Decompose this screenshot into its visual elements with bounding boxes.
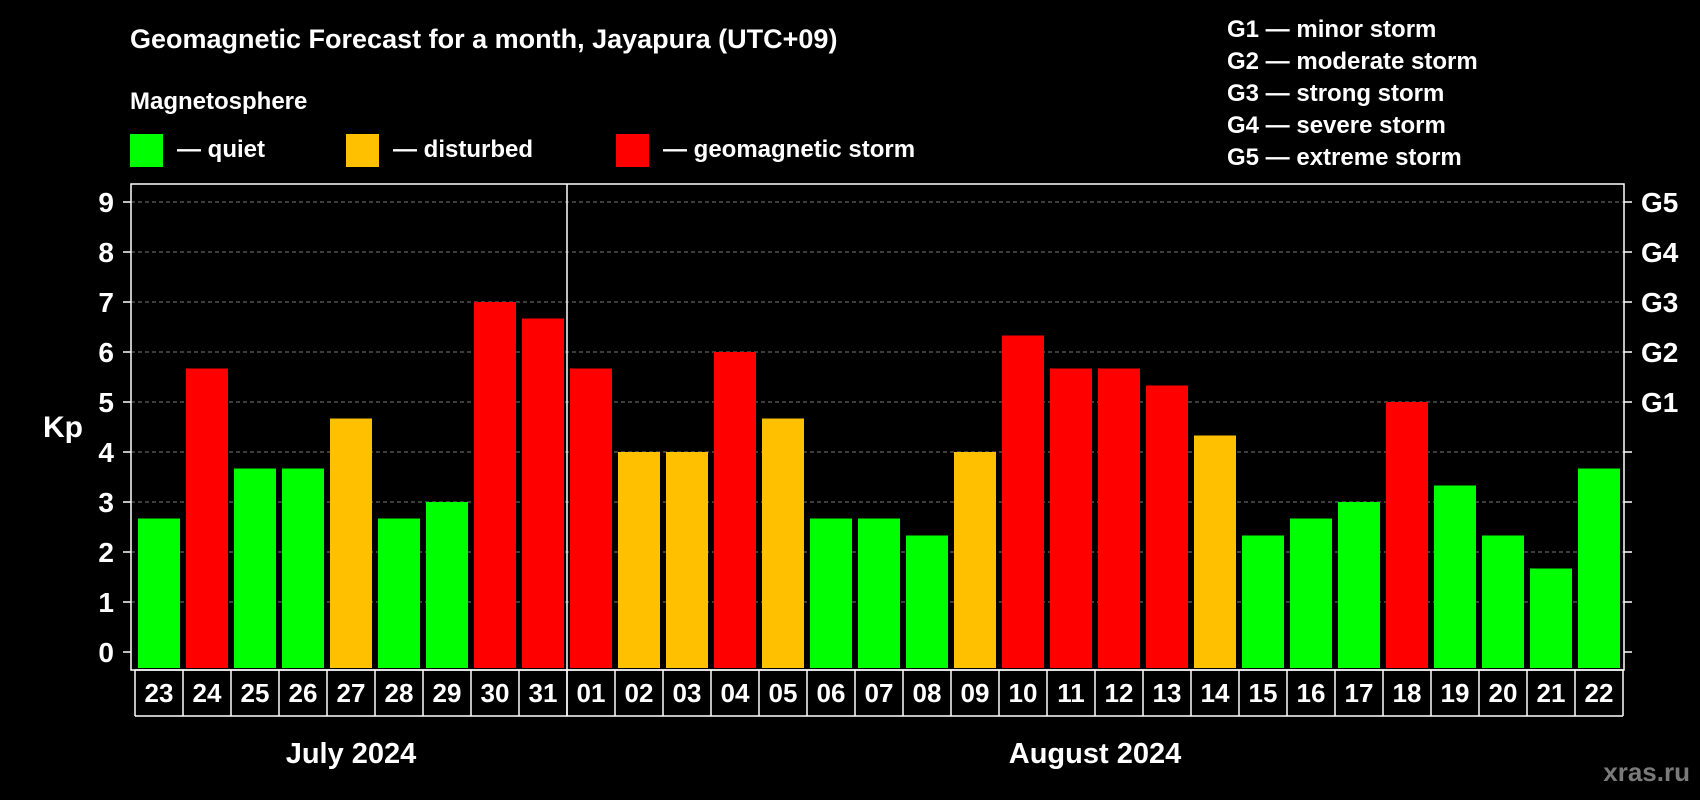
bar-06 xyxy=(810,518,852,668)
x-tick-label: 15 xyxy=(1249,678,1278,708)
x-tick-label: 20 xyxy=(1489,678,1518,708)
legend-swatch-disturbed xyxy=(346,134,379,167)
legend-label-storm: — geomagnetic storm xyxy=(663,136,915,163)
bar-27 xyxy=(330,418,372,668)
x-tick-label: 30 xyxy=(481,678,510,708)
bar-09 xyxy=(954,452,996,668)
x-tick-label: 01 xyxy=(577,678,606,708)
bar-28 xyxy=(378,518,420,668)
bar-19 xyxy=(1434,485,1476,668)
x-tick-label: 26 xyxy=(289,678,318,708)
x-tick-label: 19 xyxy=(1441,678,1470,708)
legend-label-disturbed: — disturbed xyxy=(393,136,533,163)
legend-label-quiet: — quiet xyxy=(177,136,265,163)
bar-08 xyxy=(906,535,948,668)
x-tick-label: 09 xyxy=(961,678,990,708)
bar-15 xyxy=(1242,535,1284,668)
x-tick-label: 31 xyxy=(529,678,558,708)
bar-29 xyxy=(426,502,468,668)
bar-20 xyxy=(1482,535,1524,668)
g-scale-label-G4: G4 xyxy=(1641,237,1679,268)
y-tick-label: 2 xyxy=(98,537,114,568)
y-tick-label: 5 xyxy=(98,387,114,418)
bar-17 xyxy=(1338,502,1380,668)
bar-30 xyxy=(474,302,516,668)
bar-13 xyxy=(1146,385,1188,668)
bar-12 xyxy=(1098,368,1140,668)
x-tick-label: 24 xyxy=(193,678,222,708)
x-tick-label: 12 xyxy=(1105,678,1134,708)
month-label: July 2024 xyxy=(286,738,417,770)
x-tick-label: 06 xyxy=(817,678,846,708)
x-tick-label: 07 xyxy=(865,678,894,708)
storm-scale-g4: G4 — severe storm xyxy=(1227,112,1446,139)
storm-scale-g2: G2 — moderate storm xyxy=(1227,48,1478,75)
x-tick-label: 05 xyxy=(769,678,798,708)
bar-23 xyxy=(138,518,180,668)
x-tick-label: 08 xyxy=(913,678,942,708)
y-tick-label: 4 xyxy=(98,437,114,468)
bar-07 xyxy=(858,518,900,668)
bar-01 xyxy=(570,368,612,668)
x-tick-label: 13 xyxy=(1153,678,1182,708)
chart-title: Geomagnetic Forecast for a month, Jayapu… xyxy=(130,24,837,54)
storm-scale-legend: G1 — minor storm G2 — moderate storm G3 … xyxy=(1227,16,1478,171)
bar-25 xyxy=(234,468,276,668)
bar-31 xyxy=(522,318,564,668)
legend-swatch-quiet xyxy=(130,134,163,167)
x-tick-label: 23 xyxy=(145,678,174,708)
x-tick-label: 22 xyxy=(1585,678,1614,708)
status-legend: — quiet — disturbed — geomagnetic storm xyxy=(130,134,915,167)
x-tick-label: 04 xyxy=(721,678,750,708)
bar-14 xyxy=(1194,435,1236,668)
storm-scale-g1: G1 — minor storm xyxy=(1227,16,1436,43)
y-tick-label: 8 xyxy=(98,237,114,268)
bar-11 xyxy=(1050,368,1092,668)
y-tick-label: 9 xyxy=(98,187,114,218)
bar-10 xyxy=(1002,335,1044,668)
x-tick-label: 10 xyxy=(1009,678,1038,708)
y-tick-label: 7 xyxy=(98,287,114,318)
g-scale-label-G3: G3 xyxy=(1641,287,1678,318)
bar-24 xyxy=(186,368,228,668)
storm-scale-g5: G5 — extreme storm xyxy=(1227,144,1462,171)
legend-swatch-storm xyxy=(616,134,649,167)
bar-04 xyxy=(714,352,756,668)
magnetosphere-label: Magnetosphere xyxy=(130,88,307,115)
x-tick-label: 14 xyxy=(1201,678,1230,708)
g-scale-label-G5: G5 xyxy=(1641,187,1678,218)
watermark: xras.ru xyxy=(1603,757,1690,787)
y-axis-label: Kp xyxy=(43,411,83,444)
bar-26 xyxy=(282,468,324,668)
x-tick-label: 18 xyxy=(1393,678,1422,708)
x-tick-label: 29 xyxy=(433,678,462,708)
bar-18 xyxy=(1386,402,1428,668)
x-tick-label: 25 xyxy=(241,678,270,708)
x-tick-label: 02 xyxy=(625,678,654,708)
bar-05 xyxy=(762,418,804,668)
y-tick-label: 6 xyxy=(98,337,114,368)
x-tick-label: 17 xyxy=(1345,678,1374,708)
bar-21 xyxy=(1530,568,1572,668)
month-label: August 2024 xyxy=(1009,738,1181,770)
y-tick-label: 1 xyxy=(98,587,114,618)
g-scale-label-G2: G2 xyxy=(1641,337,1678,368)
x-tick-label: 21 xyxy=(1537,678,1566,708)
y-tick-label: 0 xyxy=(98,637,114,668)
g-scale-label-G1: G1 xyxy=(1641,387,1678,418)
x-tick-label: 11 xyxy=(1057,678,1085,708)
x-tick-label: 28 xyxy=(385,678,414,708)
storm-scale-g3: G3 — strong storm xyxy=(1227,80,1444,107)
x-tick-label: 16 xyxy=(1297,678,1326,708)
bar-16 xyxy=(1290,518,1332,668)
x-tick-label: 27 xyxy=(337,678,366,708)
bar-22 xyxy=(1578,468,1620,668)
bar-02 xyxy=(618,452,660,668)
x-tick-label: 03 xyxy=(673,678,702,708)
y-tick-label: 3 xyxy=(98,487,114,518)
bar-03 xyxy=(666,452,708,668)
